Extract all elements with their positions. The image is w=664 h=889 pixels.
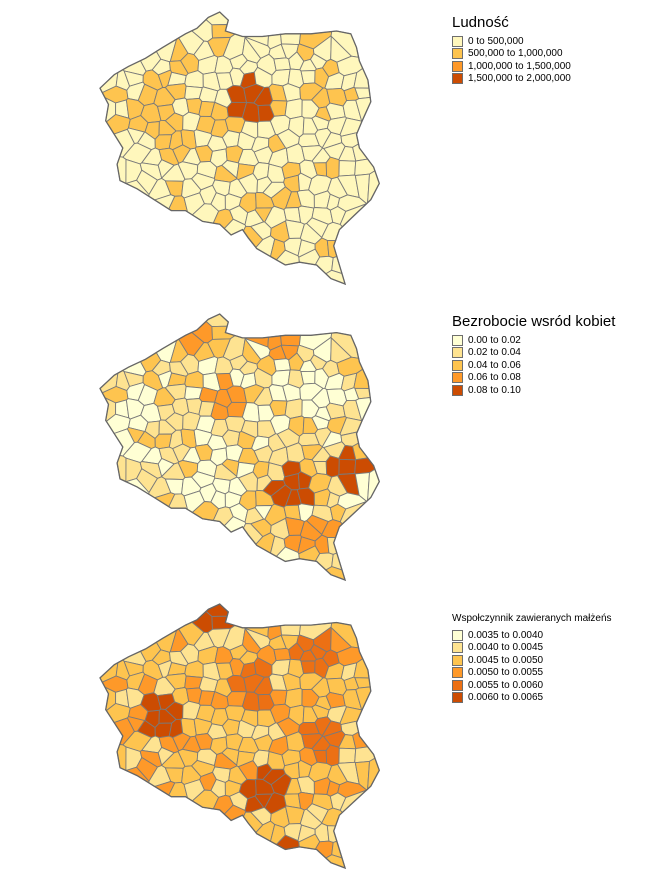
legend-item: 0.08 to 0.10 [452,384,615,397]
district-region [273,57,291,71]
legend-item: 0.0055 to 0.0060 [452,679,612,692]
legend-label: 0.0040 to 0.0045 [468,642,544,654]
district-cells [99,11,380,285]
district-region [300,70,316,85]
legend-label: 0 to 500,000 [468,35,524,47]
legend-item: 0 to 500,000 [452,35,571,48]
legend-title: Wspołczynnik zawieranych małżeńs [452,613,612,624]
district-region [352,143,369,162]
legend-swatch [452,642,463,654]
district-region [338,160,357,177]
district-region [300,370,316,385]
legend-label: 0.08 to 0.10 [468,384,521,396]
legend-item: 0.0040 to 0.0045 [452,642,612,655]
legend-swatch [452,48,463,60]
district-region [284,398,303,419]
legend-item: 500,000 to 1,000,000 [452,48,571,61]
legend-label: 0.0035 to 0.0040 [468,629,544,641]
legend-title: Bezrobocie wsród kobiet [452,313,616,330]
country-border [99,313,381,582]
district-cells [99,603,380,869]
district-region [280,624,302,637]
legend-item: 0.0035 to 0.0040 [452,629,612,642]
country-border [99,603,381,870]
legend-item: 0.06 to 0.08 [452,372,615,385]
unemployment-legend: Bezrobocie wsród kobiet 0.00 to 0.02 0.0… [452,313,615,397]
legend-label: 0.0060 to 0.0065 [468,692,544,704]
district-region [271,68,291,87]
legend-item: 0.0045 to 0.0050 [452,654,612,667]
poland-map-marriage-rate [99,603,381,870]
poland-map-population [99,11,381,286]
district-region [325,156,340,180]
legend-label: 500,000 to 1,000,000 [468,48,563,60]
female-unemployment-map-panel: Bezrobocie wsród kobiet 0.00 to 0.02 0.0… [0,300,664,590]
legend-item: 0.04 to 0.06 [452,359,615,372]
district-region [338,458,357,475]
district-region [271,659,291,677]
country-border [99,11,381,286]
district-region [300,660,316,674]
legend-label: 0.0055 to 0.0060 [468,679,544,691]
legend-label: 1,000,000 to 1,500,000 [468,60,571,72]
legend-item: 0.02 to 0.04 [452,347,615,360]
district-region [284,687,303,709]
district-region [325,744,340,767]
legend-swatch [452,629,463,641]
legend-swatch [452,667,463,679]
legend-swatch [452,679,463,691]
district-region [280,33,302,46]
district-region [211,24,236,39]
legend-swatch [452,372,463,384]
poland-map-unemployment [99,313,381,582]
legend-label: 0.02 to 0.04 [468,347,521,359]
population-map-panel: Ludność 0 to 500,000 500,000 to 1,000,00… [0,0,664,300]
legend-swatch [452,654,463,666]
legend-item: 1,500,000 to 2,000,000 [452,73,571,86]
legend-title: Ludność [452,14,509,31]
legend-swatch [452,60,463,72]
legend-item: 0.0050 to 0.0055 [452,667,612,680]
population-legend: Ludność 0 to 500,000 500,000 to 1,000,00… [452,14,571,85]
legend-swatch [452,384,463,396]
legend-label: 1,500,000 to 2,000,000 [468,73,571,85]
district-region [273,647,291,662]
legend-item: 1,000,000 to 1,500,000 [452,60,571,73]
legend-swatch [452,334,463,346]
marriage-rate-legend: Wspołczynnik zawieranych małżeńs 0.0035 … [452,612,612,704]
district-cells [99,313,380,581]
legend-item: 0.00 to 0.02 [452,334,615,347]
legend-swatch [452,73,463,85]
marriage-rate-map-panel: Wspołczynnik zawieranych małżeńs 0.0035 … [0,590,664,889]
district-region [273,358,292,372]
legend-swatch [452,35,463,47]
legend-item: 0.0060 to 0.0065 [452,692,612,705]
district-region [338,747,357,764]
district-region [325,455,340,478]
district-region [211,325,237,340]
district-region [284,98,303,120]
legend-label: 0.06 to 0.08 [468,372,521,384]
district-region [352,731,369,750]
legend-swatch [452,359,463,371]
legend-swatch [452,692,463,704]
legend-label: 0.0045 to 0.0050 [468,654,544,666]
legend-label: 0.00 to 0.02 [468,334,521,346]
legend-label: 0.0050 to 0.0055 [468,667,544,679]
district-region [352,442,369,461]
legend-swatch [452,347,463,359]
legend-label: 0.04 to 0.06 [468,359,521,371]
district-region [280,334,302,347]
